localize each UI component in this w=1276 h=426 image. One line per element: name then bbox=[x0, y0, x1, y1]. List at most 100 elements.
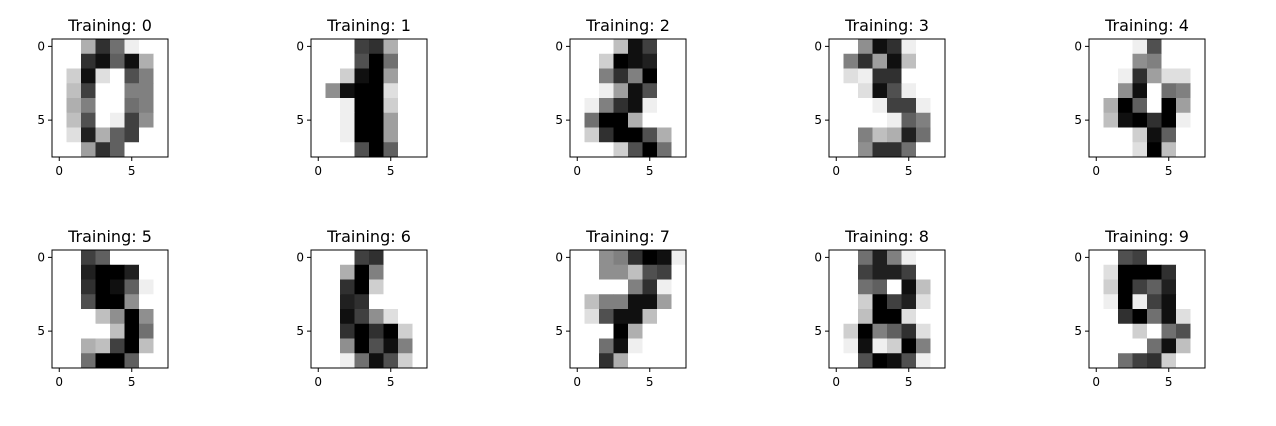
pixel-cell bbox=[843, 112, 859, 128]
panel-title: Training: 1 bbox=[326, 16, 411, 35]
pixel-cell bbox=[1118, 279, 1133, 295]
y-tick-label: 0 bbox=[555, 39, 563, 53]
digit-panel-3: Training: 3 0 5 0 5 bbox=[814, 16, 946, 178]
x-tick-label: 0 bbox=[55, 375, 63, 389]
pixel-cell bbox=[1190, 112, 1206, 128]
pixel-cell bbox=[153, 142, 169, 158]
panel-title: Training: 6 bbox=[326, 227, 411, 246]
pixel-cell bbox=[628, 309, 643, 325]
pixel-cell bbox=[354, 353, 370, 369]
pixel-cell bbox=[412, 142, 428, 158]
pixel-cell bbox=[1176, 309, 1191, 325]
pixel-cell bbox=[858, 39, 873, 55]
pixel-cell bbox=[1103, 112, 1119, 128]
pixel-cell bbox=[1147, 323, 1162, 339]
pixel-cell bbox=[872, 127, 888, 143]
pixel-cell bbox=[325, 68, 341, 84]
pixel-cell bbox=[340, 98, 355, 114]
pixel-cell bbox=[843, 39, 859, 55]
pixel-cell bbox=[613, 53, 629, 69]
pixel-cell bbox=[1132, 112, 1148, 128]
pixel-cell bbox=[369, 309, 384, 325]
pixel-cell bbox=[95, 279, 111, 295]
pixel-cell bbox=[584, 264, 600, 280]
pixel-cell bbox=[311, 279, 326, 295]
pixel-cell bbox=[52, 39, 67, 55]
pixel-cell bbox=[340, 323, 355, 339]
pixel-cell bbox=[916, 353, 931, 369]
pixel-cell bbox=[1132, 142, 1148, 158]
pixel-cell bbox=[642, 309, 658, 325]
pixel-cell bbox=[829, 264, 844, 280]
x-tick-label: 5 bbox=[905, 164, 913, 178]
pixel-cell bbox=[872, 294, 888, 310]
pixel-cell bbox=[570, 98, 585, 114]
pixel-cell bbox=[599, 39, 614, 55]
pixel-cell bbox=[1176, 127, 1191, 143]
pixel-cell bbox=[599, 294, 614, 310]
pixel-cell bbox=[340, 53, 355, 69]
pixel-cell bbox=[916, 250, 931, 266]
pixel-cell bbox=[901, 142, 917, 158]
pixel-cell bbox=[1161, 68, 1177, 84]
pixel-cell bbox=[383, 353, 399, 369]
x-tick-label: 0 bbox=[573, 164, 581, 178]
pixel-cell bbox=[139, 83, 154, 99]
pixel-cell bbox=[1103, 39, 1119, 55]
pixel-cell bbox=[1176, 68, 1191, 84]
pixel-cell bbox=[1103, 309, 1119, 325]
pixel-cell bbox=[340, 294, 355, 310]
pixel-cell bbox=[657, 309, 672, 325]
pixel-cell bbox=[1176, 338, 1191, 354]
pixel-cell bbox=[95, 83, 111, 99]
pixel-cell bbox=[1118, 68, 1133, 84]
pixel-cell bbox=[872, 53, 888, 69]
pixel-cell bbox=[843, 323, 859, 339]
pixel-cell bbox=[843, 250, 859, 266]
pixel-cell bbox=[1118, 39, 1133, 55]
pixel-cell bbox=[311, 53, 326, 69]
pixel-cell bbox=[613, 338, 629, 354]
pixel-cell bbox=[1161, 294, 1177, 310]
pixel-cell bbox=[829, 127, 844, 143]
pixel-cell bbox=[139, 68, 154, 84]
pixel-cell bbox=[1161, 98, 1177, 114]
pixel-cell bbox=[858, 127, 873, 143]
pixel-cell bbox=[613, 68, 629, 84]
panel-title: Training: 8 bbox=[844, 227, 929, 246]
pixel-cell bbox=[657, 250, 672, 266]
pixel-cell bbox=[354, 264, 370, 280]
pixel-cell bbox=[858, 279, 873, 295]
pixel-cell bbox=[599, 309, 614, 325]
pixel-cell bbox=[613, 98, 629, 114]
pixel-cell bbox=[66, 127, 82, 143]
pixel-cell bbox=[153, 98, 169, 114]
pixel-cell bbox=[398, 294, 413, 310]
pixel-cell bbox=[66, 83, 82, 99]
pixel-cell bbox=[916, 309, 931, 325]
pixel-cell bbox=[671, 309, 687, 325]
y-tick-label: 0 bbox=[37, 39, 45, 53]
y-tick-label: 0 bbox=[296, 39, 304, 53]
pixel-cell bbox=[81, 323, 96, 339]
pixel-cell bbox=[383, 142, 399, 158]
pixel-cell bbox=[1103, 142, 1119, 158]
x-tick-label: 5 bbox=[387, 375, 395, 389]
pixel-cell bbox=[369, 323, 384, 339]
pixel-cell bbox=[311, 338, 326, 354]
pixel-cell bbox=[1147, 338, 1162, 354]
pixel-cell bbox=[1103, 294, 1119, 310]
pixel-cell bbox=[139, 353, 154, 369]
pixel-cell bbox=[340, 68, 355, 84]
pixel-cell bbox=[354, 127, 370, 143]
axes-frame bbox=[569, 249, 687, 369]
pixel-cell bbox=[139, 53, 154, 69]
pixel-cell bbox=[872, 264, 888, 280]
pixel-cell bbox=[325, 142, 341, 158]
pixel-cell bbox=[354, 309, 370, 325]
y-tick-label: 0 bbox=[814, 250, 822, 264]
pixel-cell bbox=[1190, 294, 1206, 310]
x-tick-label: 0 bbox=[1092, 164, 1100, 178]
pixel-cell bbox=[1176, 142, 1191, 158]
pixel-cell bbox=[887, 98, 902, 114]
